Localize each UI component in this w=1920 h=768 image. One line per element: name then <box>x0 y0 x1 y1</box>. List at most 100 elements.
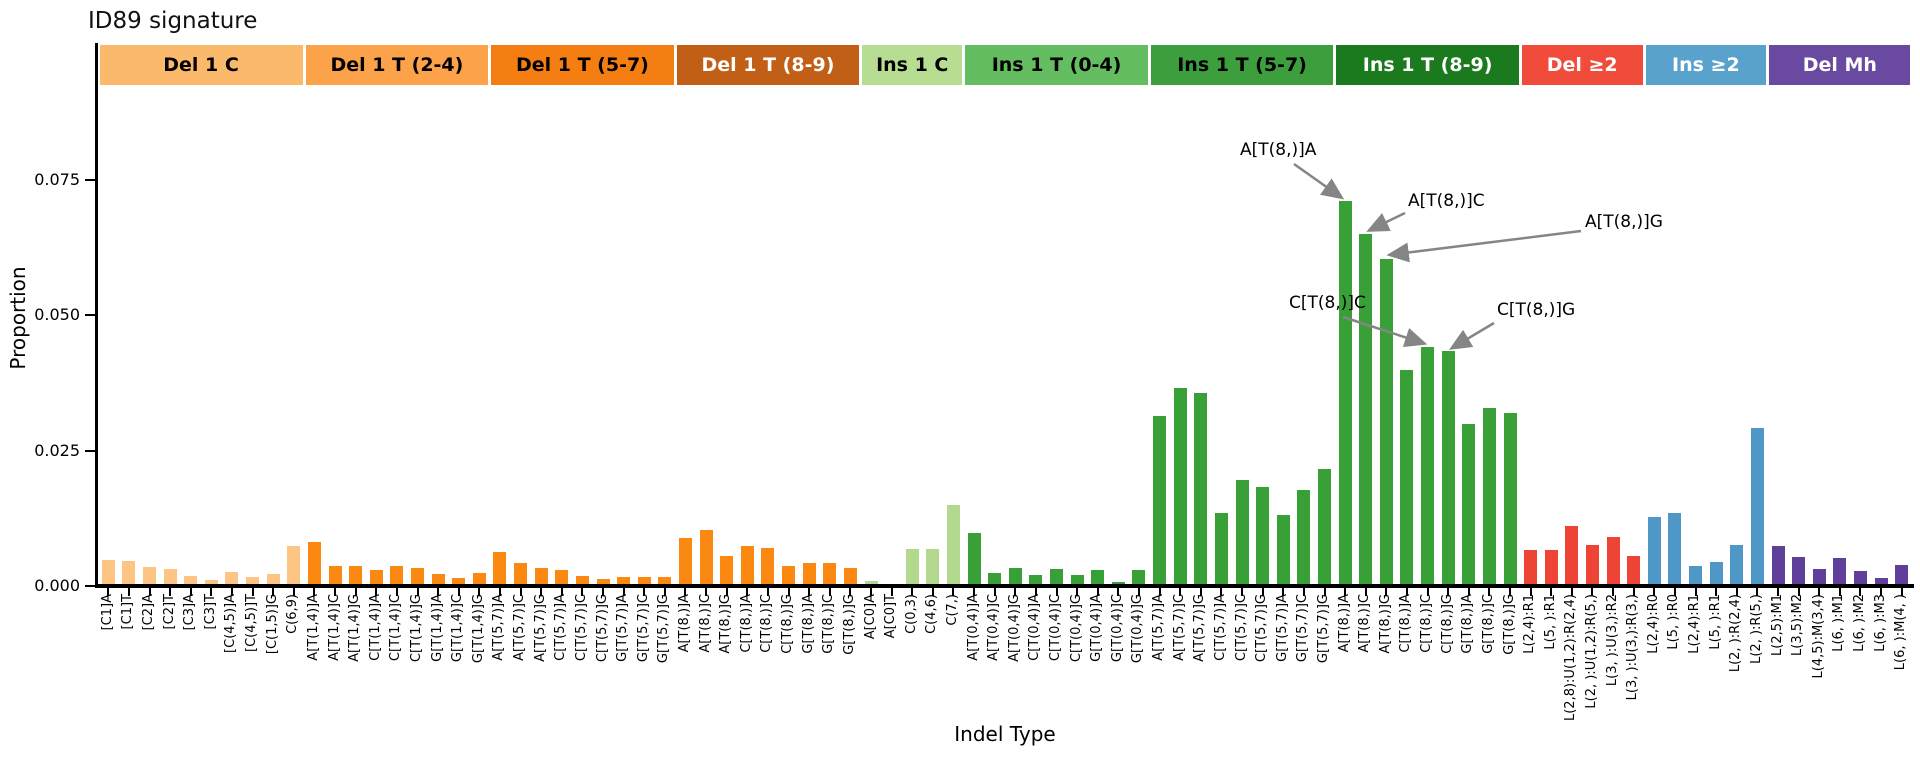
x-tick-mark <box>519 588 522 596</box>
bar <box>1029 574 1043 586</box>
x-tick-mark <box>1034 588 1037 596</box>
x-tick-mark <box>1405 588 1408 596</box>
bar <box>658 576 672 586</box>
x-tick-mark <box>1859 588 1862 596</box>
group-band-label: Del 1 T (2-4) <box>330 54 464 76</box>
x-tick-label: A[T(8,)]A <box>1336 594 1352 653</box>
bar <box>266 574 280 586</box>
x-tick-mark <box>993 588 996 596</box>
group-band: Del 1 T (2-4) <box>305 45 489 85</box>
x-tick-label: G[T(5,7)]C <box>1295 594 1311 663</box>
x-tick-mark <box>1137 588 1140 596</box>
x-tick-label: C(6,9) <box>285 594 301 634</box>
x-tick-mark <box>663 588 666 596</box>
bar <box>1050 569 1064 586</box>
x-tick-label: C[T(1,4)]G <box>409 594 424 663</box>
x-tick-mark <box>602 588 605 596</box>
bar <box>1668 512 1682 586</box>
annotation-arrow <box>1386 229 1582 263</box>
annotation-label: C[T(8,)]G <box>1497 300 1576 320</box>
bar <box>1792 557 1806 586</box>
x-tick-mark <box>931 588 934 596</box>
bar <box>1462 424 1476 586</box>
x-tick-mark <box>1612 588 1615 596</box>
x-tick-label: [C2]T <box>161 594 177 630</box>
x-tick-mark <box>705 588 708 596</box>
bar <box>1833 557 1847 586</box>
bar <box>1709 561 1723 586</box>
bar <box>1400 369 1414 586</box>
x-tick-mark <box>911 588 914 596</box>
x-tick-mark <box>1447 588 1450 596</box>
x-tick-label: A[T(8,)]G <box>1377 594 1393 654</box>
bar <box>411 567 424 586</box>
bar <box>1132 570 1146 586</box>
group-band: Del Mh <box>1769 45 1911 85</box>
bar <box>1565 525 1579 586</box>
bar <box>514 562 528 586</box>
x-tick-label: G[T(5,7)]G <box>1316 594 1331 664</box>
x-tick-label: A[C0]T <box>883 594 899 639</box>
bar <box>782 565 796 586</box>
bar <box>534 568 548 586</box>
x-tick-label: G[T(8,)]G <box>841 594 857 655</box>
x-tick-label: A[T(1,4)]C <box>326 594 342 661</box>
x-tick-mark <box>808 588 811 596</box>
x-tick-label: C[T(8,)]C <box>759 594 775 653</box>
x-tick-label: G[T(0,4)]G <box>1130 594 1146 664</box>
bar <box>1111 581 1125 586</box>
group-band-label: Del 1 T (8-9) <box>701 54 835 76</box>
y-tick-mark <box>85 449 95 452</box>
bar <box>1895 564 1909 586</box>
x-tick-mark <box>313 588 316 596</box>
x-tick-label: A[T(8,)]G <box>718 594 734 654</box>
x-tick-label: C[T(0,4)]A <box>1027 594 1043 661</box>
bar <box>472 572 486 586</box>
x-tick-mark <box>1117 588 1120 596</box>
x-tick-mark <box>684 588 687 596</box>
x-tick-label: L(2,5):M1 <box>1769 594 1785 656</box>
bar <box>617 576 631 586</box>
y-tick-mark <box>85 585 95 587</box>
x-tick-label: C[T(8,)]C <box>1419 594 1435 653</box>
x-tick-mark <box>1179 588 1182 596</box>
x-tick-mark <box>787 588 790 596</box>
group-band-label: Ins 1 T (5-7) <box>1177 54 1307 76</box>
group-band: Ins 1 T (5-7) <box>1150 45 1334 85</box>
group-band: Del 1 T (5-7) <box>491 45 674 85</box>
x-tick-label: L(2, ):R(2,4) <box>1728 594 1744 673</box>
bar <box>1874 577 1888 586</box>
x-tick-label: L(2,4):R1 <box>1687 594 1703 654</box>
bar <box>1379 258 1393 586</box>
bar <box>1647 516 1661 586</box>
x-tick-mark <box>1838 588 1841 596</box>
bar <box>307 541 321 586</box>
bar <box>431 573 445 586</box>
x-tick-mark <box>1096 588 1099 596</box>
x-tick-mark <box>1777 588 1779 596</box>
bar <box>802 563 816 586</box>
x-tick-label: L(2,4):R1 <box>1522 594 1538 654</box>
x-tick-mark <box>292 588 295 596</box>
x-tick-mark <box>1385 588 1388 596</box>
bar <box>1235 480 1249 586</box>
bar <box>823 563 837 586</box>
x-tick-mark <box>1364 588 1367 596</box>
x-tick-mark <box>1467 588 1470 596</box>
bar <box>184 576 198 586</box>
bar <box>843 567 857 586</box>
group-band-label: Del 1 T (5-7) <box>515 54 649 76</box>
group-band-label: Ins 1 T (0-4) <box>991 54 1122 76</box>
x-tick-mark <box>1158 588 1161 596</box>
x-tick-label: G[T(1,4)]C <box>450 594 466 663</box>
bar <box>1153 415 1167 586</box>
annotation-arrow <box>1293 162 1345 200</box>
group-band-label: Ins 1 T (8-9) <box>1362 54 1493 76</box>
bar <box>988 572 1002 586</box>
x-tick-label: C[T(0,4)]G <box>1068 594 1084 663</box>
x-tick-mark <box>1055 588 1058 596</box>
x-tick-label: [C1]A <box>99 594 115 631</box>
x-tick-label: C(4,6) <box>924 594 940 634</box>
x-tick-mark <box>478 588 481 596</box>
x-tick-label: A[T(5,7)]A <box>1151 594 1167 661</box>
